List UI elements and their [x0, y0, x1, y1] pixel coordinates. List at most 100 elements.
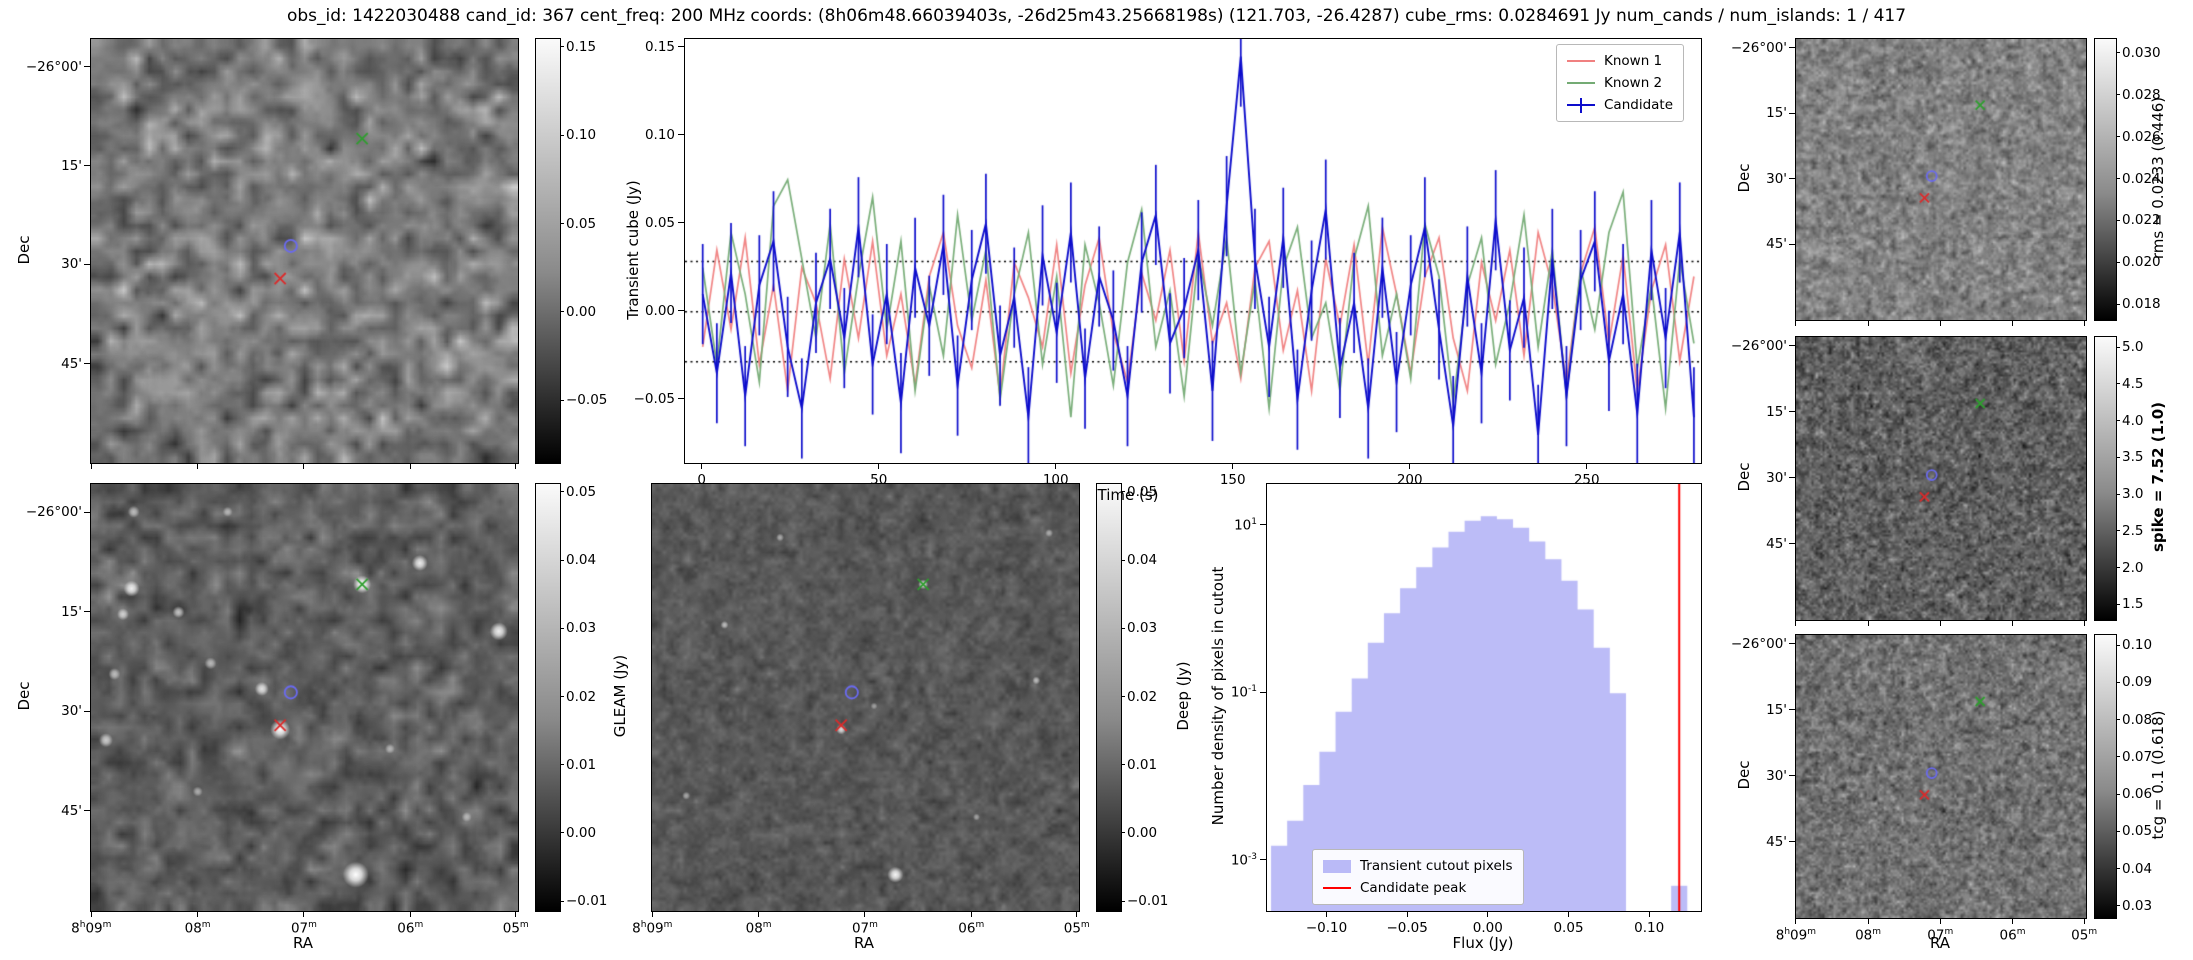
- colorbar-tick: 0.08: [2122, 711, 2153, 728]
- colorbar-tick: −0.05: [566, 392, 608, 409]
- histogram-patch-swatch: [1323, 859, 1351, 874]
- dec-tick: 30': [1766, 767, 1787, 784]
- tick-mark: [1121, 559, 1125, 561]
- colorbar-tick: 0.020: [2122, 254, 2161, 271]
- flux-tick: 0.10: [1634, 920, 1665, 936]
- colorbar-tick: 0.15: [566, 38, 597, 55]
- colorbar-tick: 0.04: [2122, 860, 2153, 877]
- deep-colorbar-label: Deep (Jy): [1174, 661, 1192, 731]
- lightcurve-y-tick: 0.10: [644, 126, 675, 143]
- tick-mark: [1121, 627, 1125, 629]
- tick-mark: [303, 911, 305, 917]
- spike-colorbar-label: spike = 7.52 (1.0): [2149, 401, 2167, 553]
- panel-rms: [1795, 38, 2087, 321]
- ra-tick: 05m: [2071, 927, 2098, 944]
- tick-mark: [970, 911, 972, 917]
- lightcurve-legend: Known 1 Known 2 Candidate: [1556, 44, 1685, 122]
- tick-mark: [1867, 918, 1869, 924]
- colorbar-tick: 0.028: [2122, 86, 2161, 103]
- dec-axis-label-rms: Dec: [1735, 163, 1753, 193]
- tick-mark: [1789, 709, 1795, 711]
- tick-mark: [1795, 918, 1797, 924]
- colorbar-tick: 0.05: [1127, 483, 1158, 500]
- dec-tick: 45': [1766, 833, 1787, 850]
- panel-spike: [1795, 336, 2087, 621]
- colorbar-tick: 1.5: [2122, 596, 2144, 613]
- dec-tick: 45': [61, 355, 82, 372]
- tick-mark: [1260, 691, 1266, 693]
- tick-mark: [560, 764, 564, 766]
- tick-mark: [2116, 94, 2120, 96]
- flux-tick: −0.05: [1386, 920, 1428, 936]
- tick-mark: [2116, 136, 2120, 138]
- dec-tick: 30': [1766, 469, 1787, 486]
- figure-title: obs_id: 1422030488 cand_id: 367 cent_fre…: [286, 6, 1907, 26]
- colorbar-tick: 0.04: [566, 552, 597, 569]
- flux-tick: 0.00: [1472, 920, 1503, 936]
- time-tick: 150: [1219, 472, 1246, 488]
- tick-mark: [1795, 320, 1797, 326]
- histogram-legend: Transient cutout pixels Candidate peak: [1312, 849, 1524, 905]
- tick-mark: [2083, 620, 2085, 626]
- tick-mark: [84, 363, 90, 365]
- tick-mark: [1586, 463, 1588, 469]
- colorbar-tick: 0.024: [2122, 170, 2161, 187]
- tick-mark: [1795, 620, 1797, 626]
- flux-histogram-plot: [1266, 483, 1702, 912]
- time-tick: 50: [870, 472, 888, 488]
- gleam-colorbar-label: GLEAM (Jy): [611, 654, 629, 738]
- flux-axis-label: Flux (Jy): [1452, 934, 1514, 952]
- colorbar-tick: 0.00: [566, 824, 597, 841]
- tick-mark: [515, 463, 517, 469]
- tick-mark: [678, 398, 684, 400]
- colorbar-tick: −0.01: [1127, 893, 1169, 910]
- ra-axis-label-tcg: RA: [1929, 934, 1951, 952]
- tick-mark: [1939, 918, 1941, 924]
- tick-mark: [1260, 524, 1266, 526]
- legend-label-candidate-peak: Candidate peak: [1360, 880, 1467, 896]
- colorbar-tick: 0.04: [1127, 552, 1158, 569]
- legend-label-known1: Known 1: [1604, 53, 1663, 69]
- tick-mark: [1232, 463, 1234, 469]
- tick-mark: [560, 491, 564, 493]
- tick-mark: [1789, 243, 1795, 245]
- dec-tick: 45': [1766, 535, 1787, 552]
- tick-mark: [2116, 905, 2120, 907]
- ra-tick: 08m: [1855, 927, 1882, 944]
- gleam-cutout-image: [90, 483, 519, 912]
- ra-tick: 08m: [745, 920, 772, 937]
- tick-mark: [2116, 178, 2120, 179]
- lightcurve-plot: [684, 38, 1702, 464]
- tick-mark: [560, 559, 564, 561]
- dec-axis-label-gleam: Dec: [15, 681, 33, 711]
- colorbar-tick: −0.01: [566, 893, 608, 910]
- known2-line-swatch: [1567, 76, 1595, 91]
- ra-tick: 06m: [397, 920, 424, 937]
- panel-tcg: [1795, 634, 2087, 919]
- tick-mark: [2116, 868, 2120, 870]
- ra-tick: 8h09m: [1775, 927, 1816, 944]
- dec-tick: −26°00': [1730, 635, 1787, 652]
- tick-mark: [2012, 918, 2013, 924]
- tick-mark: [1260, 859, 1266, 861]
- colorbar-rms: [2094, 38, 2117, 321]
- colorbar-tick: 0.026: [2122, 128, 2161, 145]
- tick-mark: [90, 911, 92, 917]
- tick-mark: [1789, 477, 1795, 479]
- tick-mark: [1939, 620, 1941, 626]
- colorbar-tick: 0.03: [2122, 897, 2153, 914]
- tick-mark: [1789, 775, 1795, 777]
- panel-transient-cutout: [90, 38, 519, 464]
- time-tick: 0: [697, 472, 706, 488]
- known1-line-swatch: [1567, 54, 1595, 69]
- tick-mark: [560, 399, 564, 401]
- tick-mark: [2116, 52, 2120, 54]
- tick-mark: [197, 463, 199, 469]
- tick-mark: [560, 832, 564, 834]
- dec-tick: 15': [1766, 403, 1787, 420]
- tick-mark: [84, 710, 90, 712]
- ra-tick: 07m: [290, 920, 317, 937]
- dec-tick: −26°00': [25, 504, 82, 521]
- time-axis-label: Time (s): [1097, 486, 1159, 504]
